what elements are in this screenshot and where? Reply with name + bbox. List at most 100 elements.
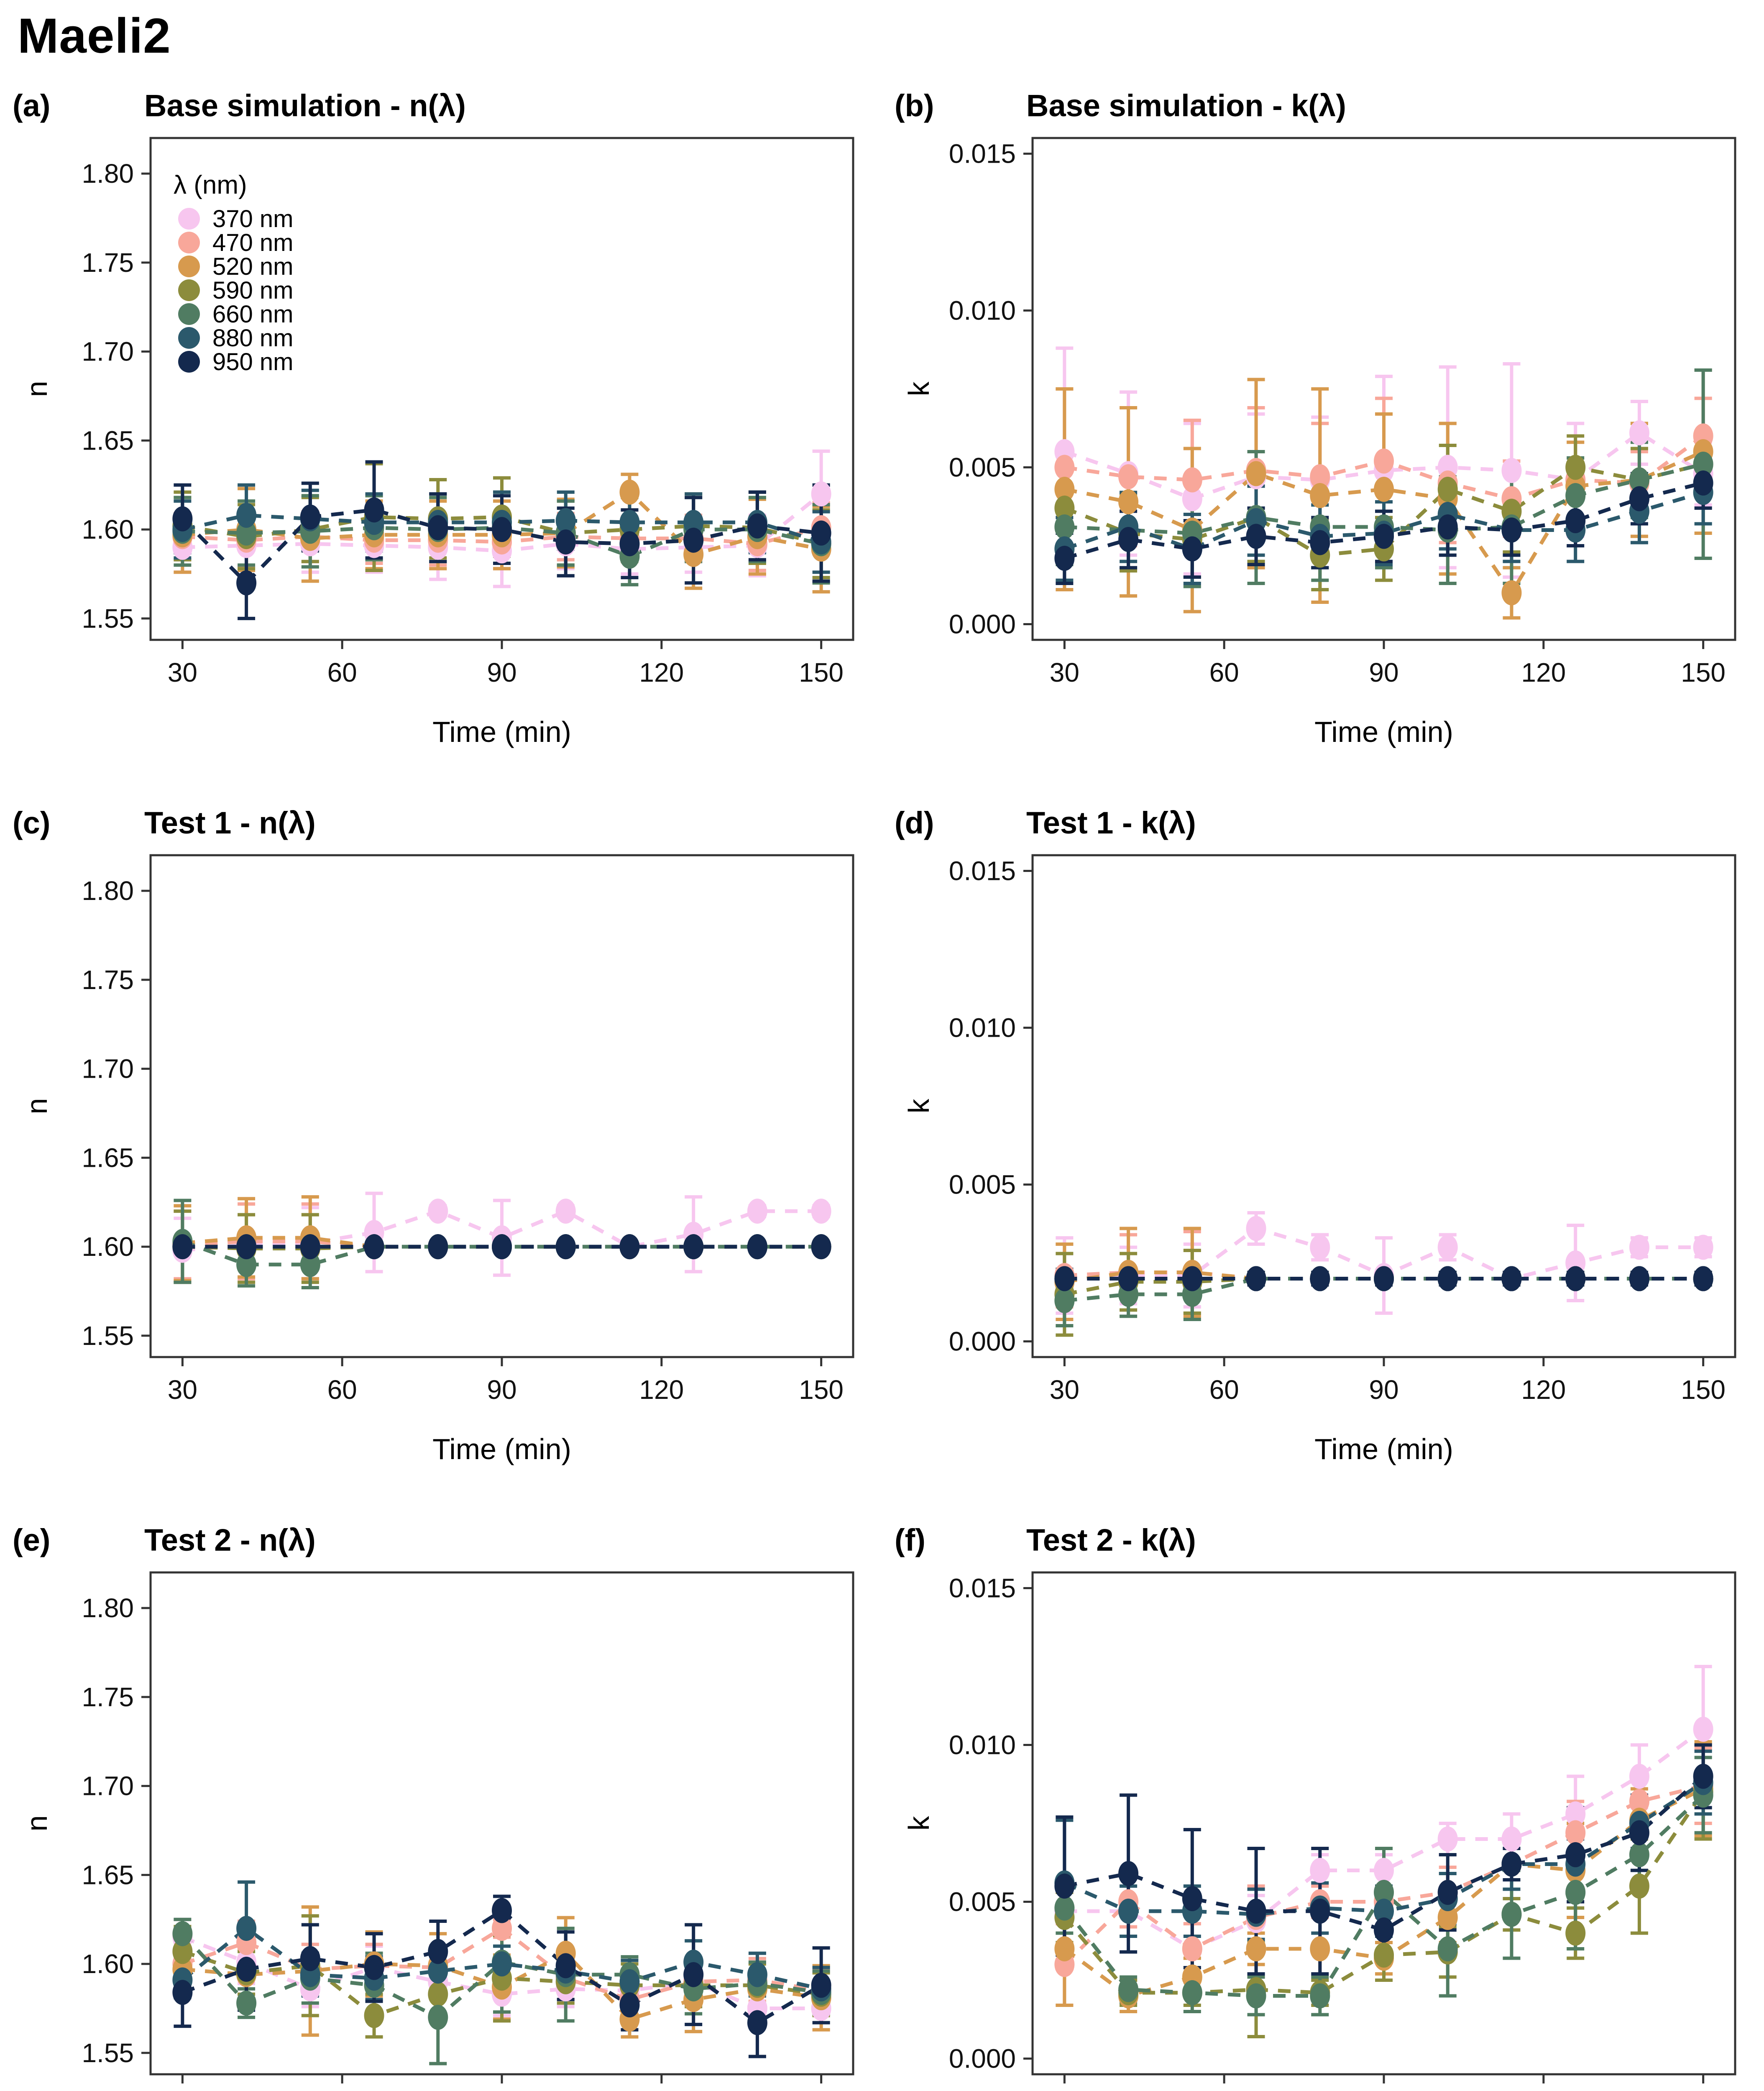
series-points-950-nm bbox=[172, 1234, 831, 1260]
data-point bbox=[1182, 1886, 1202, 1911]
data-point bbox=[555, 1234, 576, 1260]
x-tick-label: 150 bbox=[799, 657, 844, 688]
data-point bbox=[1246, 1266, 1266, 1291]
data-point bbox=[747, 2010, 767, 2035]
data-point bbox=[428, 1199, 448, 1224]
data-point bbox=[1118, 1266, 1139, 1291]
y-tick-label: 1.70 bbox=[82, 1771, 134, 1801]
panel-f: (f) Test 2 - k(λ) k 0.000 0.005 0.010 0.015… bbox=[882, 1522, 1764, 2091]
data-point bbox=[1565, 455, 1586, 480]
x-tick-label: 30 bbox=[1050, 657, 1079, 688]
x-tick-label: 60 bbox=[327, 657, 357, 688]
data-point bbox=[172, 1921, 193, 1946]
data-point bbox=[1246, 1983, 1266, 2009]
data-point bbox=[1374, 1880, 1394, 1905]
panel-b-xlabel: Time (min) bbox=[1314, 716, 1453, 748]
data-point bbox=[1374, 524, 1394, 549]
data-point bbox=[1501, 458, 1522, 483]
data-point bbox=[1437, 1880, 1458, 1905]
data-point bbox=[1565, 1266, 1586, 1291]
data-point bbox=[1437, 1235, 1458, 1260]
series-points-950-nm bbox=[1054, 470, 1713, 571]
data-point bbox=[619, 510, 640, 535]
x-tick-label: 150 bbox=[1681, 1375, 1726, 1405]
data-point bbox=[1629, 420, 1649, 445]
legend-swatch bbox=[178, 279, 200, 301]
series-points-950-nm bbox=[1054, 1764, 1713, 1943]
data-point bbox=[1693, 1717, 1713, 1742]
panel-d-label: (d) bbox=[895, 805, 934, 840]
data-point bbox=[172, 1234, 193, 1260]
data-point bbox=[619, 1969, 640, 1994]
data-point bbox=[1310, 1858, 1330, 1883]
data-point bbox=[1629, 486, 1649, 511]
data-point bbox=[1501, 1851, 1522, 1877]
data-point bbox=[492, 1916, 512, 1941]
x-tick-label: 60 bbox=[1209, 1375, 1239, 1405]
y-tick-label: 0.010 bbox=[949, 1730, 1016, 1760]
y-tick-label: 1.55 bbox=[82, 2038, 134, 2068]
data-point bbox=[428, 1939, 448, 1964]
data-point bbox=[1565, 1920, 1586, 1946]
data-point bbox=[364, 1234, 384, 1260]
data-point bbox=[1310, 530, 1330, 555]
data-point bbox=[747, 1199, 767, 1224]
legend-label: 950 nm bbox=[212, 348, 293, 376]
line-370-nm bbox=[1064, 430, 1705, 501]
panel-e: (e) Test 2 - n(λ) n 1.55 1.60 1.65 1.70 1.75… bbox=[0, 1522, 882, 2091]
x-tick-label: 90 bbox=[487, 1375, 516, 1405]
data-point bbox=[1374, 1943, 1394, 1968]
data-point bbox=[236, 1916, 257, 1941]
data-point bbox=[1629, 1789, 1649, 1814]
data-point bbox=[1629, 1874, 1649, 1899]
y-tick-label: 0.000 bbox=[949, 2044, 1016, 2074]
data-point bbox=[1118, 1861, 1139, 1886]
y-tick-label: 0.015 bbox=[949, 1573, 1016, 1603]
series-points-950-nm bbox=[172, 1898, 831, 2035]
line-660-nm bbox=[181, 1932, 822, 2020]
panel-c: (c) Test 1 - n(λ) n 1.55 1.60 1.65 1.70 1.75… bbox=[0, 805, 882, 1516]
data-point bbox=[172, 1980, 193, 2005]
panel-c-header: (c) Test 1 - n(λ) bbox=[0, 805, 882, 845]
panel-a: (a) Base simulation - n(λ) n 1.55 1.60 1.6… bbox=[0, 88, 882, 799]
data-point bbox=[1310, 483, 1330, 508]
y-tick-label: 1.55 bbox=[82, 603, 134, 634]
data-point bbox=[236, 570, 257, 596]
y-tick-label: 1.55 bbox=[82, 1321, 134, 1351]
data-point bbox=[1437, 514, 1458, 539]
data-point bbox=[236, 1234, 257, 1260]
panel-a-xlabel: Time (min) bbox=[432, 716, 571, 748]
line-950-nm bbox=[181, 508, 822, 586]
panel-f-header: (f) Test 2 - k(λ) bbox=[882, 1522, 1764, 1562]
data-point bbox=[428, 1958, 448, 1984]
data-point bbox=[1182, 1936, 1202, 1961]
data-point bbox=[428, 2004, 448, 2030]
x-tick-label: 120 bbox=[639, 657, 684, 688]
x-tick-label: 120 bbox=[1521, 657, 1566, 688]
legend-label: 880 nm bbox=[212, 325, 293, 352]
data-point bbox=[1310, 464, 1330, 489]
y-tick-label: 1.65 bbox=[82, 425, 134, 455]
data-point bbox=[1310, 1266, 1330, 1291]
y-tick-label: 0.000 bbox=[949, 609, 1016, 639]
panel-b-plot: 0.000 0.005 0.010 0.015 30 60 90 120 150 bbox=[949, 137, 1736, 688]
line-370-nm bbox=[1064, 1728, 1705, 1951]
data-point bbox=[236, 503, 257, 528]
data-point bbox=[364, 1955, 384, 1980]
y-tick-label: 0.005 bbox=[949, 1887, 1016, 1917]
data-point bbox=[555, 1953, 576, 1979]
data-point bbox=[1182, 486, 1202, 511]
data-point bbox=[1054, 514, 1075, 539]
y-tick-label: 0.015 bbox=[949, 139, 1016, 169]
data-point bbox=[1310, 1235, 1330, 1260]
data-point bbox=[428, 1981, 448, 2007]
data-point bbox=[1374, 477, 1394, 502]
panel-c-label: (c) bbox=[13, 805, 51, 840]
panel-f-title: Test 2 - k(λ) bbox=[1026, 1523, 1196, 1557]
data-point bbox=[619, 1992, 640, 2018]
legend-label: 520 nm bbox=[212, 253, 293, 280]
y-tick-label: 1.60 bbox=[82, 1949, 134, 1979]
data-point bbox=[1693, 452, 1713, 477]
data-point bbox=[492, 1951, 512, 1977]
legend-swatch bbox=[178, 256, 200, 277]
